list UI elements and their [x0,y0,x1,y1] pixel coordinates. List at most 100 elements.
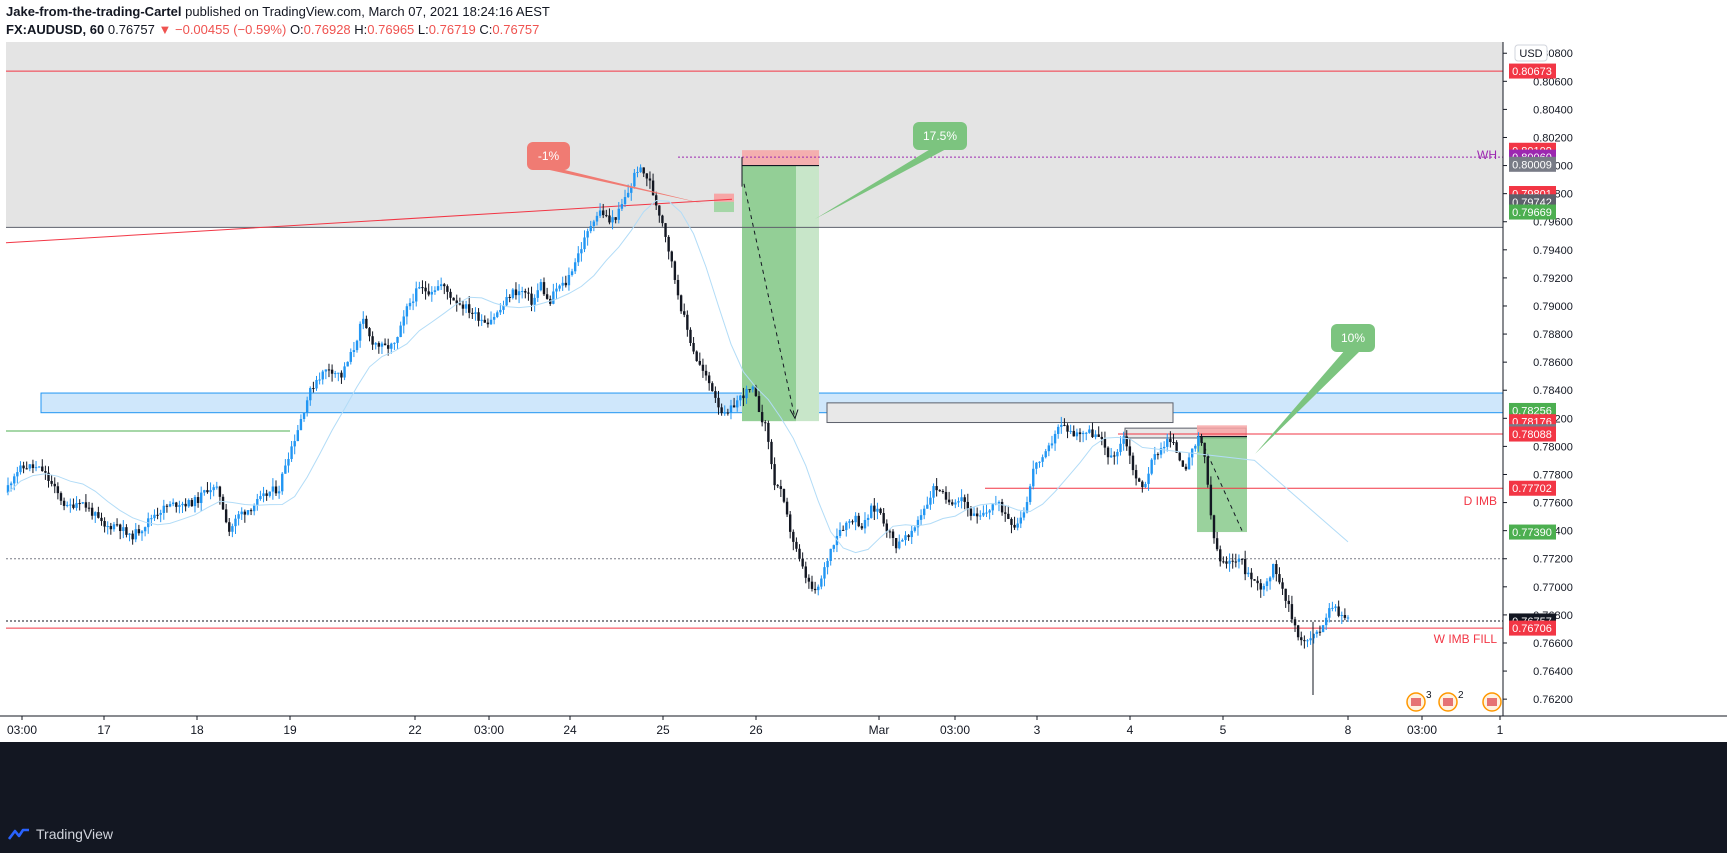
author-name[interactable]: Jake-from-the-trading-Cartel [6,4,182,19]
time-tick-label: 5 [1220,723,1227,737]
candle-body [608,215,611,223]
candle-body [851,521,854,523]
candle-body [1225,561,1228,564]
candle-body [1262,586,1266,590]
candle-body [667,236,670,252]
candle-body [53,483,56,487]
candle-body [1035,462,1038,469]
candle-body [305,400,309,414]
candle-body [287,458,290,466]
tradingview-logo[interactable]: TradingView [8,826,113,842]
candle-body [679,295,683,312]
candle-body [128,533,131,535]
candle-body [1075,432,1079,437]
candle-body [888,531,892,533]
candle-body [1109,455,1113,458]
candle-body [1072,430,1075,437]
candle-body [1300,637,1303,641]
candle-body [1253,579,1256,581]
candle-body [137,529,141,534]
candle-body [377,343,381,347]
candle-body [704,370,708,376]
candle-body [723,412,726,414]
candle-body [630,186,633,193]
candle-body [1050,443,1054,446]
candle-body [739,395,742,401]
candle-body [150,518,153,520]
candle-body [1144,483,1147,488]
price-label-box [1509,63,1556,79]
candle-body [449,291,452,298]
candle-body [62,500,66,506]
candle-body [586,231,589,238]
candle-body [90,507,94,516]
candle-body [1007,513,1010,519]
candle-body [56,486,60,494]
candle-body [468,304,471,313]
level-label-wh: WH [1477,148,1497,162]
candle-body [1315,631,1319,634]
currency-button[interactable] [1514,44,1548,62]
price-label-box [1509,204,1556,220]
candle-body [69,504,72,506]
candle-body [1141,481,1144,488]
candle-body [19,465,22,473]
candle-body [592,221,596,227]
axis-corner [1503,716,1727,742]
candle-body [645,173,649,179]
candle-body [826,560,829,568]
candle-body [237,514,240,519]
candle-body [1013,524,1016,528]
high-label: H: [354,22,368,37]
candle-body [6,485,10,493]
candle-body [265,493,268,496]
candle-body [1337,606,1340,616]
price-label-text: 0.80673 [1512,66,1552,78]
price-tick-label: 0.76600 [1533,638,1573,650]
candle-body [1088,429,1091,433]
candle-body [1078,432,1082,435]
trade2-stop-box [1197,425,1247,437]
candle-body [966,501,970,509]
candle-body [1153,454,1156,460]
candle-body [804,566,807,578]
low-label: L: [417,22,429,37]
candle-body [383,343,387,346]
candle-body [439,284,443,287]
candle-body [686,314,689,330]
time-tick-label: 1 [1497,723,1504,737]
candle-body [580,249,583,254]
candle-body [951,502,954,505]
price-tick-label: 0.78800 [1533,329,1573,341]
candle-body [595,215,599,222]
candle-body [134,529,137,540]
price-label-text: 0.77390 [1512,527,1552,539]
candle-body [664,223,667,237]
candle-body [1209,484,1213,516]
candle-body [1278,574,1281,583]
candle-body [801,558,804,567]
consolidation-zone [826,402,1174,424]
candle-body [243,511,247,515]
candle-body [249,510,253,512]
candle-body [841,529,845,531]
candle-body [1346,617,1350,619]
callout-17-5pct-box [913,122,967,150]
candle-body [573,262,577,272]
candle-body [901,540,904,542]
candle-body [16,472,19,477]
chart-area[interactable]: -1% 17.5% 10% WH D IMB W IMB FILL 3 2 0.80800 0.8… [0,42,1727,814]
candle-body [960,497,963,502]
candle-body [1284,588,1287,601]
candle-body [268,491,271,496]
candle-body [670,251,673,262]
candle-body [1125,436,1128,447]
last-price: 0.76757 [107,22,155,37]
candle-body [770,441,773,465]
candle-body [1247,572,1250,575]
candle-body [1203,442,1206,457]
price-label-box [1509,524,1556,540]
symbol-info: FX:AUDUSD, 60 0.76757 ▼ −0.00455 (−0.59%… [6,22,539,37]
candle-body [577,253,580,263]
